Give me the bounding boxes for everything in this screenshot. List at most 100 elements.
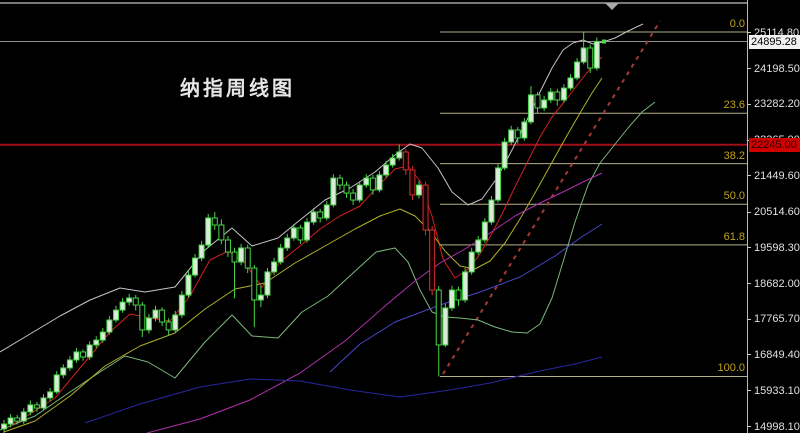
fib-label-0.0: 0.0 [729,18,745,30]
axis-label: 21449.60 [754,169,800,182]
candle-body [80,351,87,358]
candle-body [429,229,436,291]
candle-body [60,367,67,376]
candle-body [462,271,469,301]
candle-body [66,359,73,369]
candle-body [159,309,166,323]
candle-body [567,77,574,89]
axis-tick [747,32,751,34]
candle-body [165,321,172,331]
axis-label: 17765.70 [754,313,800,326]
candle-body [527,94,534,123]
candle-body [139,304,146,331]
axis-tick [747,175,751,177]
candle-body [396,151,403,159]
candle-body [468,251,475,273]
magenta-ma-line [146,172,603,433]
candle-body [231,251,238,263]
candle-body [343,184,350,194]
candle-body [488,199,495,223]
fib-label-100.0: 100.0 [717,362,745,375]
candle-body [93,339,100,346]
candle-body [554,91,561,101]
candle-body [211,217,218,226]
candle-body [356,184,363,201]
candle-body [1,423,7,430]
candle-body [304,221,311,241]
chart-top-border [0,2,747,4]
candle-body [271,261,278,273]
candle-body [172,314,179,331]
candle-body [495,167,502,201]
axis-label: 15933.10 [754,384,800,397]
bar-position-marker-icon [605,3,619,10]
candle-body [257,294,264,301]
candle-body [7,417,14,425]
candle-body [218,224,225,241]
candle-body [33,404,40,409]
candle-body [40,397,47,409]
axis-tick [747,211,751,213]
axis-label: 24198.50 [754,62,800,75]
candle-body [238,247,245,263]
candle-body [106,319,113,333]
candle-body [99,331,106,341]
fib-label-38.2: 38.2 [723,149,745,162]
candle-body [481,221,488,241]
candle-body [73,351,80,361]
candle-body [560,87,567,101]
axis-tick [747,318,751,320]
candle-body [14,417,21,422]
candle-body [132,297,139,306]
candle-body [501,141,508,169]
axis-tick [747,103,751,105]
candle-body [521,121,528,139]
candle-body [284,237,291,249]
candle-body [264,271,271,296]
candle-body [119,301,126,311]
candle-body [593,41,600,69]
darkblue-ma-line [84,356,603,424]
yellow-ma-line [3,77,603,433]
candle-body [112,309,119,321]
axis-label: 19598.30 [754,241,800,254]
candle-body [409,169,416,196]
axis-label: 16849.40 [754,348,800,361]
candle-body [297,227,304,241]
candle-body [317,211,324,219]
last-price-dot [602,39,606,44]
candle-body [251,267,258,301]
candle-body [350,192,357,201]
candle-body [415,184,422,196]
fib-label-23.6: 23.6 [723,99,745,112]
candle-body [541,99,548,109]
current-price-badge: 24895.28 [749,34,800,49]
upper-band-line [0,23,644,353]
candle-body [205,217,212,246]
axis-label: 18682.00 [754,277,800,290]
slate-ma-line [329,223,603,373]
candle-body [475,239,482,253]
candle-body [442,307,449,346]
axis-tick [747,390,751,392]
axis-tick [747,247,751,249]
candle-body [185,274,192,296]
candle-body [178,294,185,316]
axis-tick [747,68,751,70]
candle-body [376,174,383,191]
candle-body [580,47,587,63]
price-axis-line [747,0,748,433]
axis-tick [747,283,751,285]
candle-body [574,61,581,79]
candle-body [20,411,27,422]
candle-body [422,184,429,231]
candle-body [363,177,370,186]
candle-body [277,247,284,263]
axis-tick [747,426,751,428]
candle-body [86,344,93,358]
candle-body [587,47,594,69]
candle-body [145,317,152,331]
fib-label-50.0: 50.0 [723,190,745,203]
candle-body [455,289,462,301]
